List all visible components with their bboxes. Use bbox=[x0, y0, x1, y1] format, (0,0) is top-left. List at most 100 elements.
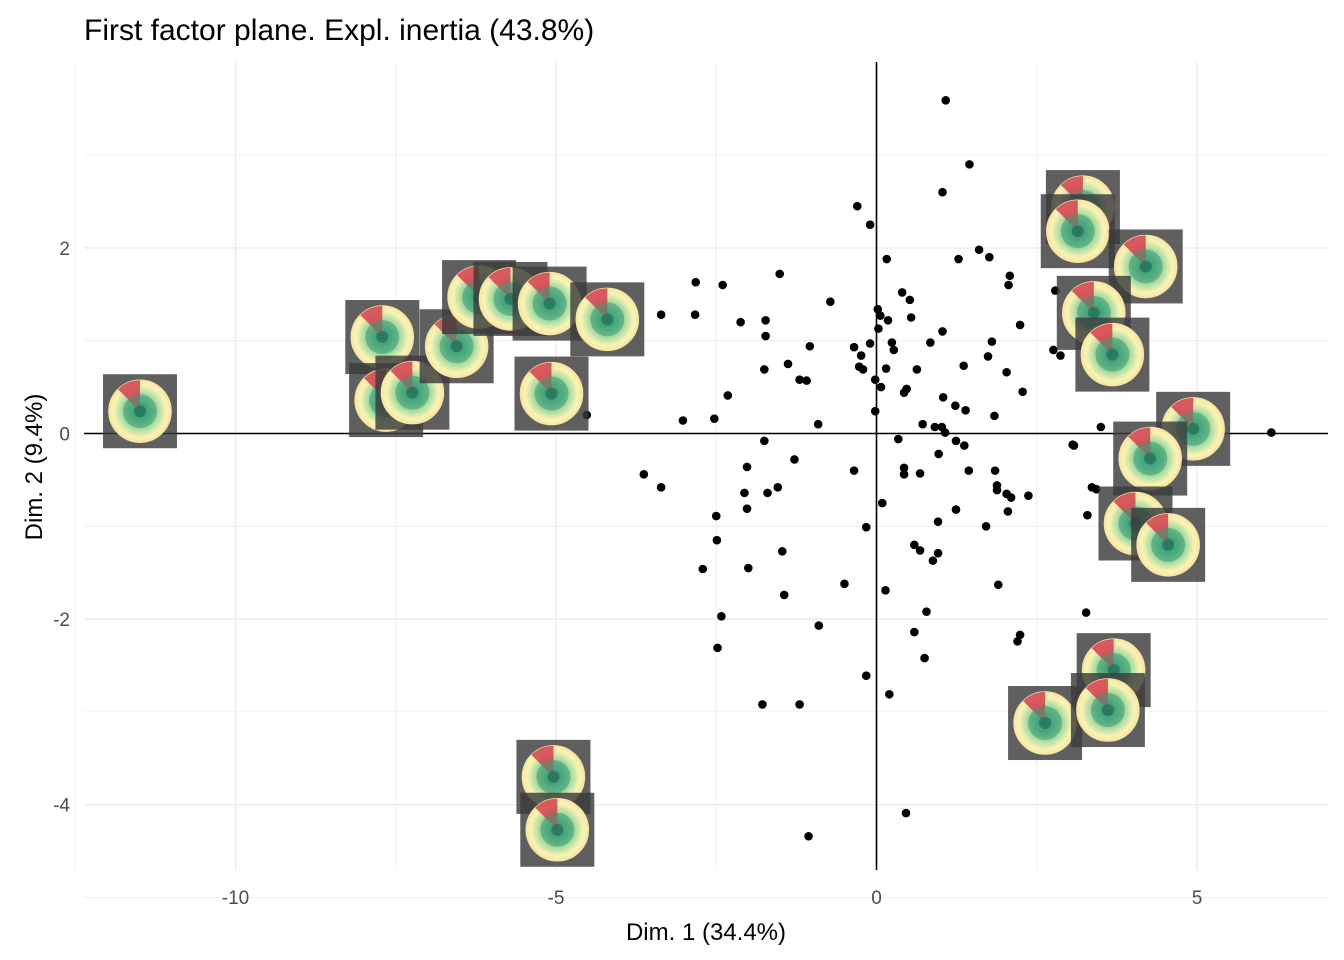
data-point bbox=[876, 311, 885, 320]
data-point bbox=[1002, 367, 1011, 377]
data-point bbox=[993, 580, 1003, 590]
data-point bbox=[865, 339, 875, 348]
data-point bbox=[723, 391, 733, 400]
data-point bbox=[906, 313, 916, 322]
data-point bbox=[1013, 637, 1022, 646]
data-point bbox=[760, 365, 769, 374]
data-point bbox=[1004, 280, 1013, 290]
chart-title: First factor plane. Expl. inertia (43.8%… bbox=[84, 14, 594, 47]
x-tick-label: -10 bbox=[222, 888, 249, 909]
glyph-marker bbox=[520, 792, 595, 867]
data-points bbox=[377, 96, 1276, 841]
data-point bbox=[742, 462, 752, 472]
data-point bbox=[1267, 428, 1276, 437]
data-point bbox=[954, 254, 963, 264]
data-point bbox=[940, 428, 950, 437]
data-point bbox=[938, 187, 947, 197]
data-point bbox=[852, 201, 862, 211]
data-point bbox=[959, 361, 968, 371]
data-point bbox=[918, 419, 927, 429]
y-tick-label: 0 bbox=[59, 425, 70, 446]
data-point bbox=[877, 498, 887, 508]
data-point bbox=[814, 621, 824, 630]
x-tick-label: 5 bbox=[1192, 888, 1203, 909]
data-point bbox=[922, 607, 931, 616]
data-point bbox=[938, 327, 947, 336]
glyph-marker bbox=[345, 299, 420, 374]
data-point bbox=[690, 310, 700, 320]
data-point bbox=[941, 96, 951, 105]
data-point bbox=[887, 338, 897, 347]
data-point bbox=[885, 689, 894, 699]
data-point bbox=[710, 414, 719, 423]
glyph-marker bbox=[102, 374, 177, 449]
glyph-marker bbox=[1075, 317, 1150, 392]
glyph-markers bbox=[102, 170, 1231, 867]
data-point bbox=[773, 483, 783, 492]
glyph-marker bbox=[1040, 194, 1115, 269]
data-point bbox=[960, 441, 969, 450]
data-point bbox=[856, 351, 866, 360]
data-point bbox=[1015, 320, 1025, 330]
data-point bbox=[915, 546, 925, 555]
data-point bbox=[849, 466, 859, 475]
data-point bbox=[926, 338, 935, 347]
data-point bbox=[805, 341, 815, 351]
data-point bbox=[1003, 507, 1013, 516]
data-point bbox=[775, 269, 785, 279]
data-point bbox=[882, 254, 892, 264]
data-point bbox=[718, 280, 727, 290]
data-point bbox=[1005, 271, 1015, 281]
data-point bbox=[934, 449, 943, 459]
glyph-marker bbox=[570, 282, 645, 357]
data-point bbox=[1056, 351, 1065, 360]
data-point bbox=[1024, 491, 1033, 500]
data-point bbox=[974, 245, 984, 255]
data-point bbox=[881, 586, 890, 595]
data-point bbox=[698, 564, 708, 574]
glyph-marker bbox=[1108, 229, 1183, 304]
data-point bbox=[930, 422, 940, 432]
data-point bbox=[915, 469, 925, 478]
data-point bbox=[861, 671, 871, 681]
data-point bbox=[1049, 345, 1058, 355]
data-point bbox=[938, 393, 948, 402]
data-point bbox=[928, 556, 938, 565]
data-point bbox=[961, 406, 970, 415]
data-point bbox=[804, 831, 813, 841]
data-point bbox=[951, 505, 961, 514]
data-point bbox=[777, 547, 787, 556]
data-point bbox=[691, 277, 701, 287]
data-point bbox=[990, 466, 1000, 475]
data-point bbox=[736, 317, 745, 327]
data-point bbox=[656, 483, 666, 492]
data-point bbox=[987, 337, 997, 346]
data-point bbox=[802, 376, 811, 385]
data-point bbox=[717, 612, 726, 621]
data-point bbox=[901, 808, 911, 818]
data-point bbox=[795, 700, 804, 709]
data-point bbox=[870, 406, 880, 416]
data-point bbox=[1015, 630, 1025, 640]
data-point bbox=[865, 220, 875, 229]
data-point bbox=[873, 304, 883, 314]
data-point bbox=[965, 160, 974, 169]
data-point bbox=[761, 331, 770, 341]
data-point bbox=[899, 463, 909, 473]
data-point bbox=[933, 548, 943, 558]
data-point bbox=[985, 252, 994, 262]
data-point bbox=[920, 653, 929, 663]
glyph-marker bbox=[514, 356, 589, 431]
glyph-marker bbox=[1070, 673, 1145, 748]
data-point bbox=[861, 522, 871, 532]
data-point bbox=[881, 364, 891, 373]
data-point bbox=[740, 488, 749, 498]
data-point bbox=[933, 517, 943, 526]
data-point bbox=[795, 375, 804, 384]
data-point bbox=[1069, 441, 1079, 450]
data-point bbox=[990, 411, 999, 421]
data-point bbox=[983, 352, 993, 361]
data-point bbox=[656, 310, 666, 320]
data-point bbox=[826, 297, 835, 307]
